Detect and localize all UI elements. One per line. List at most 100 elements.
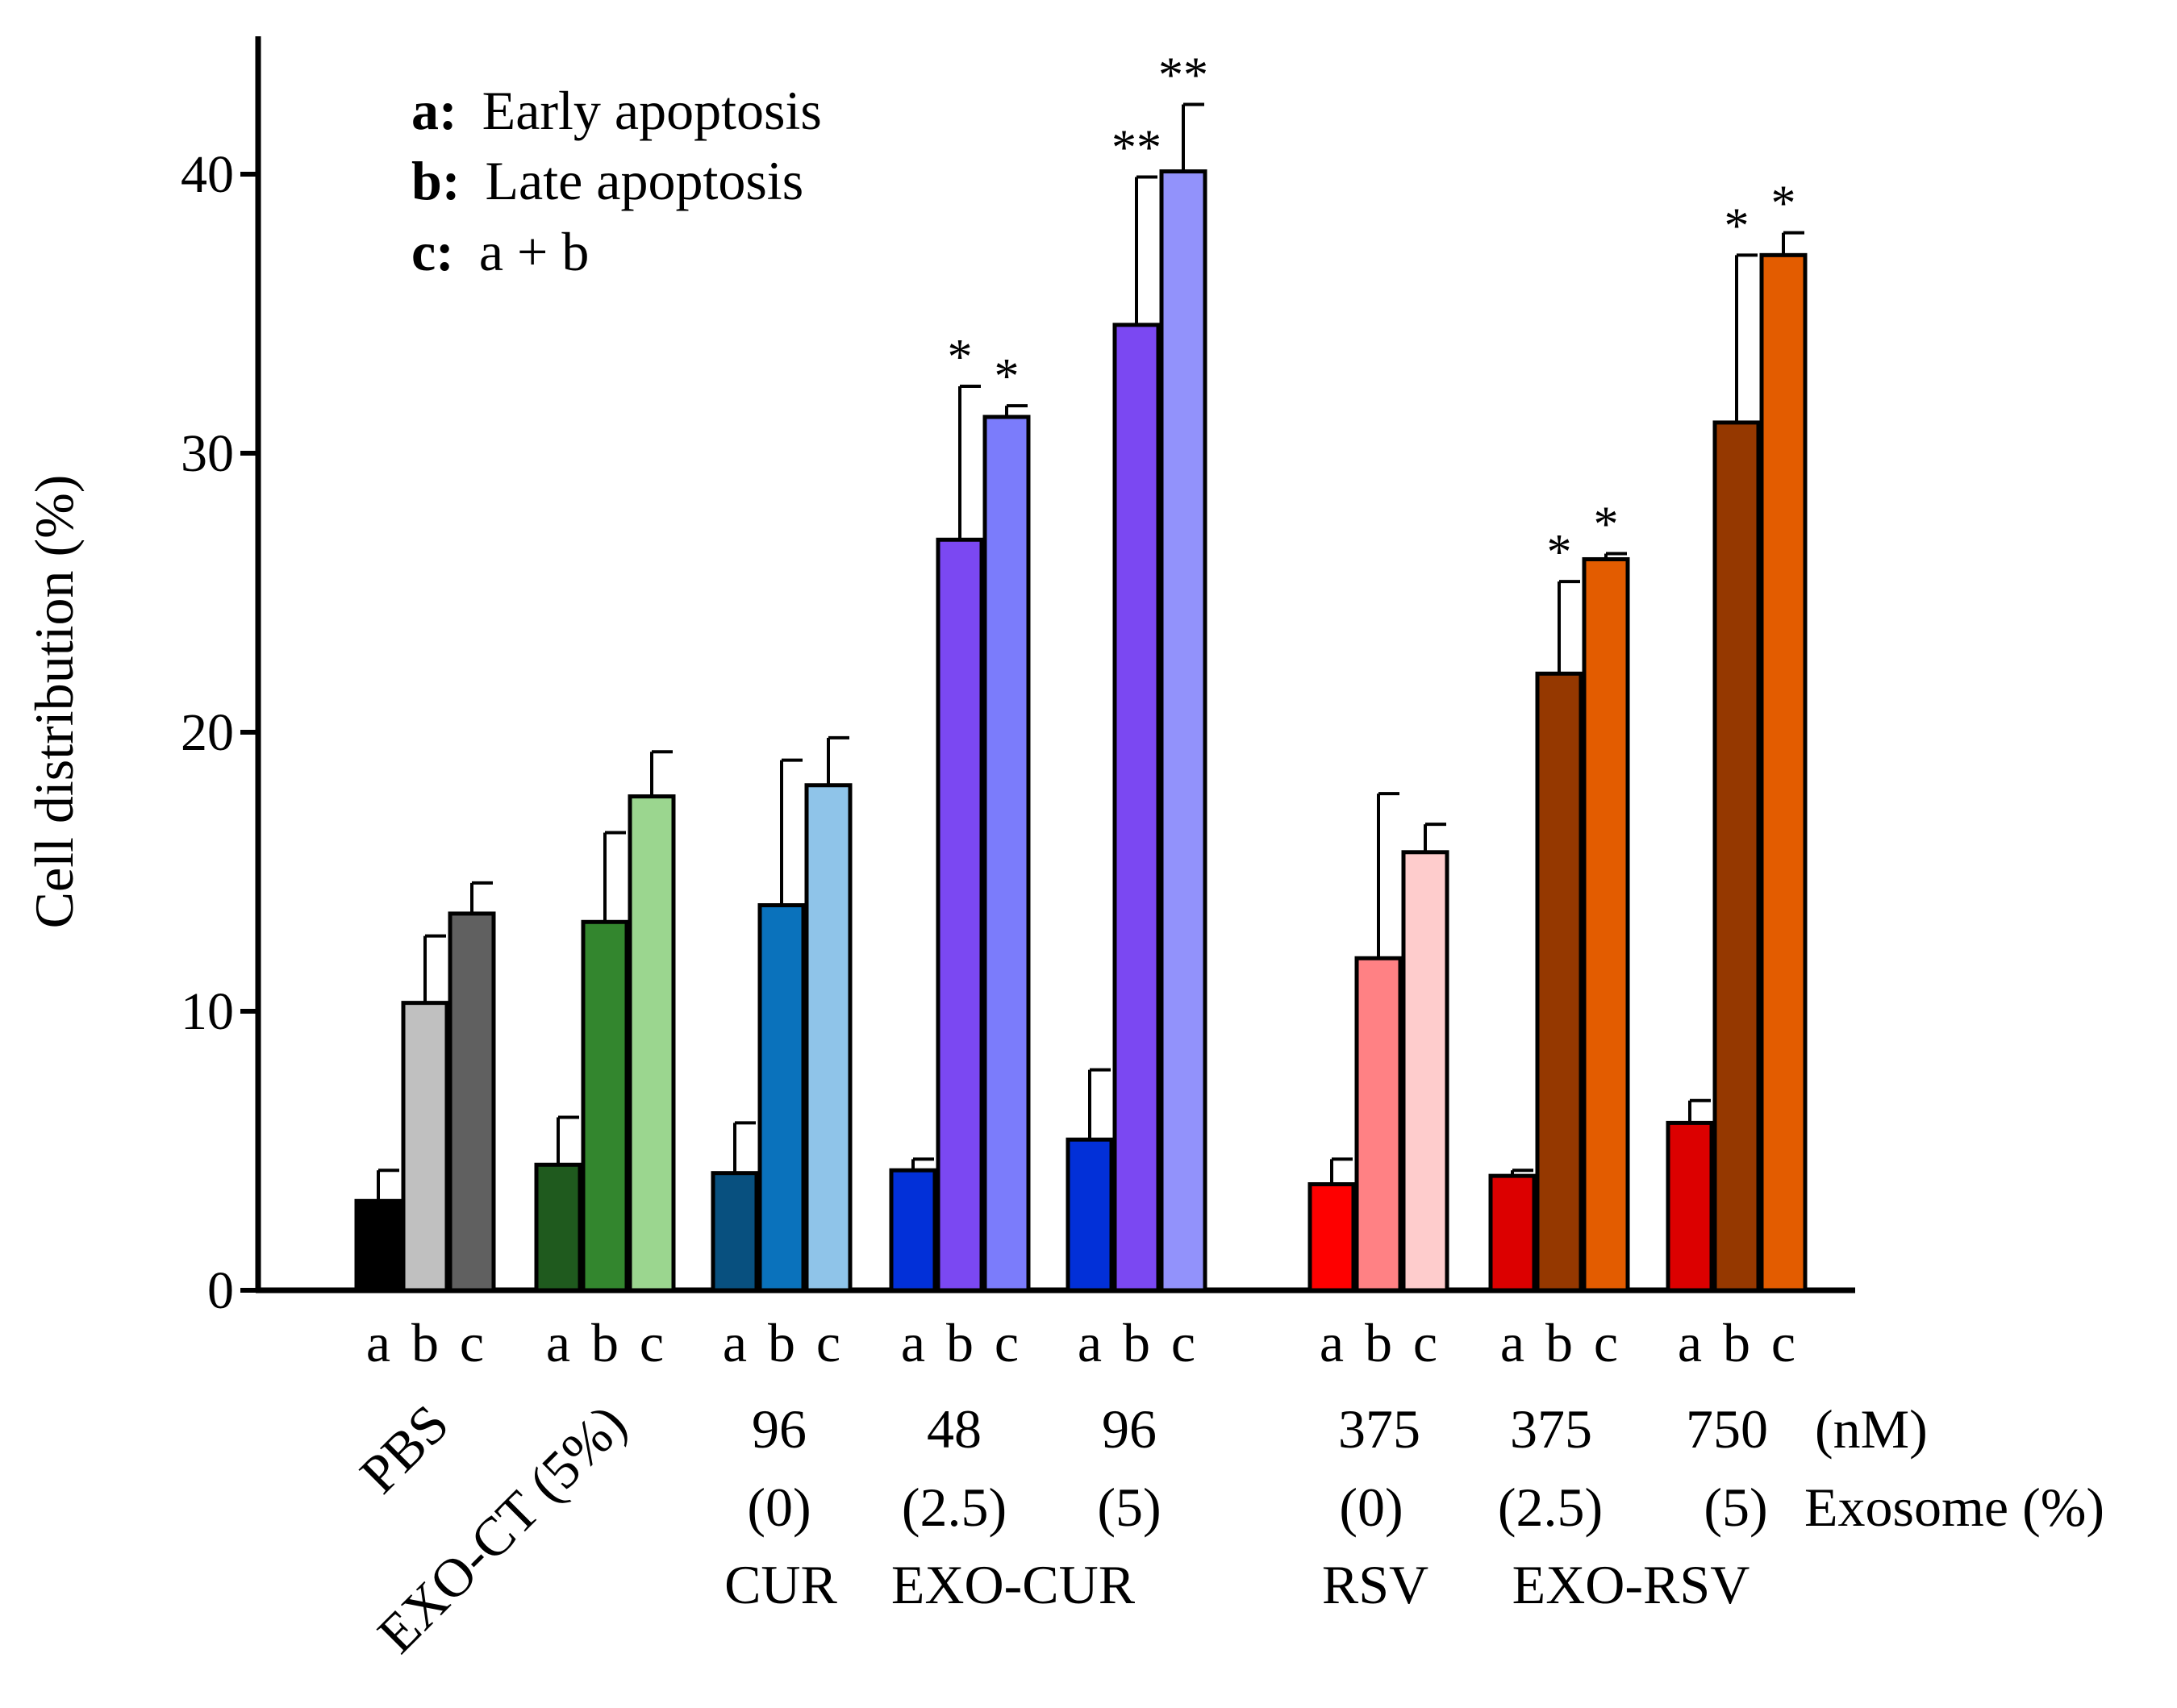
bar (1401, 850, 1449, 1293)
y-tick-label: 0 (207, 1261, 234, 1320)
legend-key: c: (411, 221, 454, 282)
bar-letter: b (1545, 1312, 1573, 1373)
x-label-treatment: EXO-CUR (891, 1554, 1136, 1615)
bar-letter: a (901, 1312, 925, 1373)
bar-letter: b (768, 1312, 795, 1373)
bar-letter: c (995, 1312, 1019, 1373)
bar-group (534, 750, 676, 1293)
bar-group: ** (889, 330, 1031, 1293)
bar-letter: c (1171, 1312, 1195, 1373)
x-label-exosome: (5) (1704, 1477, 1767, 1538)
bar-letter: a (1320, 1312, 1344, 1373)
bar (889, 1168, 937, 1293)
bar-letter: b (1365, 1312, 1392, 1373)
x-label-exosome: (2.5) (902, 1477, 1007, 1538)
x-label-unit-nm: (nM) (1815, 1398, 1928, 1460)
x-label-conc: 96 (752, 1398, 807, 1460)
x-label-exosome: (2.5) (1498, 1477, 1603, 1538)
bar-group: ** ** (1066, 48, 1208, 1293)
significance-marker: * (1594, 498, 1619, 552)
bar-letter: b (591, 1312, 619, 1373)
bar (1354, 956, 1403, 1293)
significance-marker: * (995, 349, 1020, 404)
bar (581, 919, 629, 1293)
legend-entry-c: c: a + b (411, 221, 589, 282)
x-label-pbs: PBS (348, 1393, 460, 1505)
bar-letter: a (723, 1312, 747, 1373)
x-label-exosome: (0) (1339, 1477, 1403, 1538)
bar (804, 783, 853, 1293)
x-label-treatment: EXO-RSV (1512, 1554, 1750, 1615)
bar (1159, 169, 1207, 1293)
bars-layer: * ******** * (354, 48, 1808, 1293)
bar-group (1307, 792, 1449, 1293)
bar-letter: c (1413, 1312, 1437, 1373)
bar-group (354, 881, 496, 1293)
legend-text: Late apoptosis (485, 150, 803, 211)
x-label-exosome: (0) (747, 1477, 811, 1538)
bar (401, 1001, 449, 1293)
y-axis-label: Cell distribution (%) (23, 475, 85, 929)
significance-marker: ** (1111, 120, 1161, 175)
x-label-conc: 750 (1686, 1398, 1768, 1460)
bar-letter: c (640, 1312, 664, 1373)
x-label-unit-exosome: Exosome (%) (1804, 1477, 2104, 1538)
x-label-treatment: CUR (724, 1554, 837, 1615)
bar (628, 794, 676, 1293)
significance-marker: * (1547, 525, 1572, 580)
bar-letter: a (1078, 1312, 1102, 1373)
bar (1535, 671, 1583, 1293)
legend-key: b: (411, 150, 460, 211)
bar-group (711, 735, 853, 1293)
legend: a: Early apoptosis b: Late apoptosis c: … (411, 80, 822, 282)
bar (354, 1198, 402, 1293)
x-label-treatment: RSV (1322, 1554, 1428, 1615)
x-label-exosome: (5) (1097, 1477, 1161, 1538)
bar-letter: c (816, 1312, 840, 1373)
bar-group: ** (1488, 498, 1630, 1293)
significance-marker: * (948, 330, 973, 385)
bar (534, 1162, 582, 1293)
x-label-conc: 96 (1102, 1398, 1157, 1460)
bar-letter: c (460, 1312, 484, 1373)
bar-letter: b (1123, 1312, 1150, 1373)
y-ticks: 0 10 20 30 40 (181, 145, 258, 1320)
bar (1666, 1120, 1714, 1293)
bar (1759, 252, 1808, 1293)
bar (711, 1171, 759, 1293)
bar (936, 537, 984, 1293)
bar-group: ** (1666, 177, 1808, 1293)
bar (1712, 420, 1761, 1293)
bar-letter: a (1678, 1312, 1702, 1373)
bar-letter: c (1771, 1312, 1795, 1373)
bar-letter: c (1594, 1312, 1618, 1373)
y-tick-label: 30 (181, 424, 234, 483)
legend-entry-b: b: Late apoptosis (411, 150, 803, 211)
x-label-conc: 375 (1510, 1398, 1592, 1460)
bar (1488, 1173, 1537, 1293)
bar (448, 911, 496, 1293)
x-label-conc: 48 (927, 1398, 982, 1460)
significance-marker: ** (1158, 48, 1208, 103)
bar (757, 903, 806, 1293)
bar-letter: b (1723, 1312, 1750, 1373)
legend-entry-a: a: Early apoptosis (411, 80, 822, 141)
y-tick-label: 20 (181, 703, 234, 762)
legend-text: a + b (479, 221, 590, 282)
bar (982, 415, 1031, 1293)
legend-text: Early apoptosis (482, 80, 822, 141)
significance-marker: * (1771, 177, 1796, 231)
bar (1582, 556, 1630, 1293)
y-tick-label: 40 (181, 145, 234, 204)
bar (1307, 1182, 1356, 1293)
bar-letter: a (366, 1312, 390, 1373)
significance-marker: * (1725, 198, 1750, 253)
y-tick-label: 10 (181, 982, 234, 1041)
legend-key: a: (411, 80, 457, 141)
bar-letter: b (946, 1312, 974, 1373)
bar (1066, 1137, 1114, 1293)
bar-letter: a (546, 1312, 570, 1373)
bar-letter: a (1500, 1312, 1524, 1373)
